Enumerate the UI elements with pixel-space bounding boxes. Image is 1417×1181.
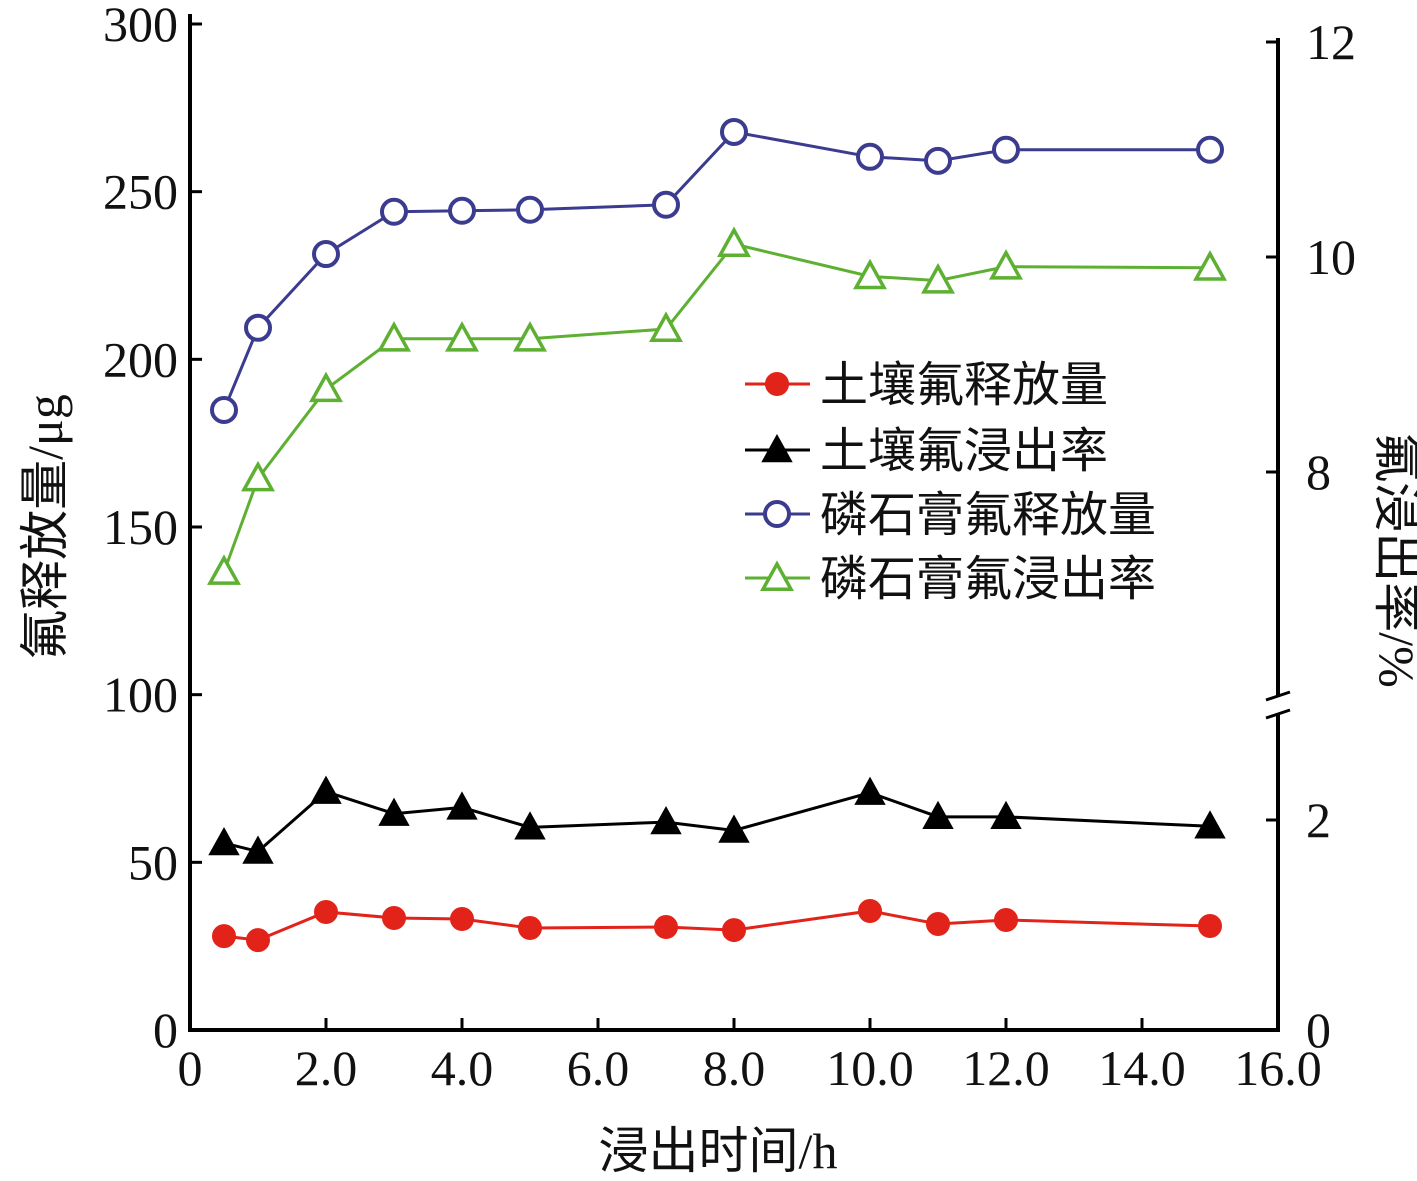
data-point [382, 905, 406, 930]
data-point [207, 554, 241, 585]
x-tick-label: 6.0 [567, 1040, 630, 1096]
series-0 [212, 898, 1222, 953]
data-point [309, 371, 343, 403]
x-tick-label: 2.0 [295, 1040, 358, 1096]
x-tick-label: 16.0 [1234, 1040, 1322, 1096]
data-point [1198, 914, 1222, 939]
data-point [858, 898, 882, 923]
y2-tick-label: 12 [1306, 14, 1356, 70]
y-tick-label: 150 [103, 499, 178, 555]
data-point [760, 560, 794, 591]
data-point [921, 263, 955, 294]
data-point [763, 500, 791, 528]
data-point [448, 196, 476, 225]
data-point [380, 197, 408, 226]
series-line [223, 909, 1211, 942]
y-tick-label: 300 [103, 0, 178, 52]
x-tick-label: 0 [178, 1040, 203, 1096]
series-layer [207, 117, 1227, 953]
y-tick-label: 100 [103, 667, 178, 723]
series-3 [207, 226, 1227, 585]
data-point [654, 915, 678, 940]
data-point [208, 827, 240, 856]
data-point [989, 249, 1023, 280]
data-point [446, 791, 478, 820]
data-point [761, 433, 793, 463]
data-point [720, 117, 748, 146]
series-1 [208, 775, 1226, 864]
data-point [377, 321, 411, 352]
data-point [445, 321, 479, 352]
data-point [924, 146, 952, 175]
data-point [241, 460, 275, 492]
axes: 0 2.0 4.0 6.0 8.0 10.0 12.0 14.0 16.005010015020… [103, 0, 1356, 1096]
data-point [518, 916, 542, 941]
data-point [652, 190, 680, 219]
legend-label: 磷石膏氟释放量 [820, 489, 1156, 542]
data-point [1194, 810, 1226, 839]
legend-item: 磷石膏氟释放量 [745, 489, 1156, 542]
y2-axis-label: 氟浸出率/% [1369, 432, 1417, 688]
legend-item: 磷石膏氟浸出率 [745, 553, 1156, 606]
data-point [246, 928, 270, 953]
data-point [212, 924, 236, 949]
data-point [242, 835, 274, 864]
data-point [854, 776, 886, 805]
data-point [244, 313, 272, 342]
legend-item: 土壤氟释放量 [745, 359, 1108, 412]
data-point [1196, 135, 1224, 164]
series-2 [210, 117, 1224, 424]
data-point [926, 912, 950, 937]
data-point [853, 258, 887, 290]
legend-label: 土壤氟浸出率 [820, 425, 1108, 478]
x-tick-label: 8.0 [703, 1040, 766, 1096]
y-tick-label: 50 [128, 834, 178, 890]
data-point [717, 226, 751, 258]
series-line [223, 789, 1211, 854]
data-point [1193, 250, 1227, 281]
data-point [992, 135, 1020, 164]
series-line [222, 242, 1211, 573]
data-point [994, 908, 1018, 933]
data-point [922, 800, 954, 830]
axis-break-mark [1265, 690, 1291, 720]
x-tick-label: 14.0 [1098, 1040, 1186, 1096]
data-point [210, 395, 238, 424]
data-point [718, 814, 750, 843]
data-point [450, 907, 474, 932]
legend-label: 磷石膏氟浸出率 [820, 553, 1156, 606]
data-point [378, 797, 410, 826]
data-point [314, 899, 338, 924]
data-point [312, 240, 340, 269]
x-tick-label: 4.0 [431, 1040, 494, 1096]
y2-tick-label: 2 [1306, 792, 1331, 848]
data-point [722, 918, 746, 943]
legend-item: 土壤氟浸出率 [745, 425, 1108, 478]
data-point [990, 800, 1022, 830]
data-point [514, 811, 546, 840]
y-axis-label: 氟释放量/μg [17, 394, 73, 660]
data-point [513, 321, 547, 352]
x-axis-label: 浸出时间/h [599, 1123, 838, 1179]
y-tick-label: 250 [103, 164, 178, 220]
x-tick-label: 12.0 [962, 1040, 1050, 1096]
y2-tick-label: 8 [1306, 444, 1331, 500]
data-point [516, 195, 544, 224]
data-point [310, 775, 342, 804]
x-tick-label: 10.0 [826, 1040, 914, 1096]
data-point [650, 806, 682, 835]
y2-tick-label: 0 [1306, 1002, 1331, 1058]
data-point [856, 142, 884, 171]
y2-tick-label: 10 [1306, 229, 1356, 285]
legend-label: 土壤氟释放量 [820, 359, 1108, 412]
y-tick-label: 0 [153, 1002, 178, 1058]
y-tick-label: 200 [103, 331, 178, 387]
data-point [649, 311, 683, 342]
data-point [765, 372, 789, 396]
